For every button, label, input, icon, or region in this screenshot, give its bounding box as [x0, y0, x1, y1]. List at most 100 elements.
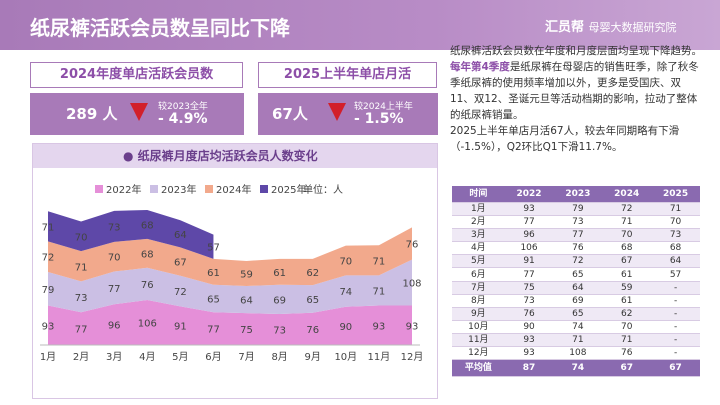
value-label: 93 — [406, 321, 419, 332]
kpi-value: 67人 — [272, 105, 308, 123]
value-label: 76 — [406, 240, 419, 251]
kpi-change-label: 较2023全年 — [158, 102, 208, 112]
cell: 67 — [651, 359, 700, 378]
cell: 73 — [504, 294, 554, 308]
table-row: 7月 75 64 59- — [452, 281, 700, 295]
table-row: 12月 93 108 76- — [452, 346, 700, 361]
cell: - — [651, 281, 700, 295]
logo-sub: 母婴大数据研究院 — [588, 21, 677, 34]
logo: 汇员帮 母婴大数据研究院 — [545, 16, 677, 35]
value-label: 91 — [174, 322, 187, 333]
legend-label: 2025年 — [271, 183, 306, 196]
paragraph: 2025上半年单店月活67人，较去年同期略有下滑（-1.5%），Q2环比Q1下滑… — [450, 125, 680, 153]
value-label: 67 — [174, 258, 187, 269]
value-label: 93 — [42, 321, 55, 332]
legend-label: 2024年 — [216, 183, 251, 196]
cell: 68 — [602, 241, 652, 256]
cell: 93 — [504, 346, 554, 361]
value-label: 75 — [240, 325, 253, 336]
value-label: 93 — [373, 321, 386, 332]
cell: 71 — [553, 333, 603, 348]
paragraph: 纸尿裤活跃会员数在年度和月度层面均呈现下降趋势。每年第4季度是纸尿裤在母婴店的销… — [450, 43, 702, 123]
kpi-label: 2025上半年单店月活 — [258, 62, 437, 88]
cell: 71 — [651, 202, 700, 217]
area — [48, 210, 214, 259]
x-tick-label: 3月 — [106, 351, 122, 363]
value-label: 72 — [174, 287, 187, 298]
legend-swatch — [150, 185, 158, 193]
value-label: 76 — [141, 280, 154, 291]
area — [48, 300, 412, 345]
table-row: 4月 106 76 68 68 — [452, 241, 700, 256]
x-tick-label: 10月 — [334, 351, 357, 363]
x-tick-label: 1月 — [40, 351, 56, 363]
value-label: 73 — [75, 293, 88, 304]
cell: 71 — [602, 333, 652, 348]
value-label: 71 — [75, 262, 88, 273]
cell: 65 — [553, 267, 603, 282]
value-label: 61 — [273, 268, 286, 279]
value-label: 65 — [306, 295, 319, 306]
x-tick-label: 8月 — [271, 351, 287, 363]
value-label: 108 — [402, 279, 421, 290]
cell: 79 — [553, 202, 603, 217]
table-header: 时间 2022 2023 2024 2025 — [452, 186, 700, 203]
kpi-change: - 1.5% — [354, 111, 404, 127]
cell: 91 — [504, 254, 554, 269]
table-row: 11月 93 71 71- — [452, 333, 700, 348]
cell: 6月 — [452, 267, 505, 282]
table-row: 2月 77 73 71 70 — [452, 215, 700, 230]
cell: 76 — [504, 307, 554, 321]
value-label: 77 — [207, 325, 220, 336]
kpi-change-label: 较2024上半年 — [354, 102, 413, 112]
value-label: 96 — [108, 321, 121, 332]
cell: 3月 — [452, 228, 505, 243]
cell: 65 — [553, 307, 603, 321]
value-label: 90 — [339, 322, 352, 333]
table-row: 8月 73 69 61- — [452, 294, 700, 308]
cell: 74 — [553, 320, 603, 334]
cell: 4月 — [452, 241, 505, 256]
cell: 93 — [504, 333, 554, 348]
cell: 108 — [553, 346, 603, 361]
value-label: 74 — [339, 287, 352, 298]
cell: 59 — [602, 281, 652, 295]
header-cell: 2022 — [504, 186, 554, 203]
cell: 77 — [553, 228, 603, 243]
cell: 77 — [504, 215, 554, 230]
value-label: 106 — [138, 319, 157, 330]
cell: 69 — [553, 294, 603, 308]
value-label: 59 — [240, 269, 253, 280]
x-tick-label: 5月 — [172, 351, 188, 363]
cell: 平均值 — [452, 359, 505, 378]
cell: 61 — [602, 294, 652, 308]
cell: 90 — [504, 320, 554, 334]
cell: 2月 — [452, 215, 505, 230]
header-cell: 2023 — [553, 186, 603, 203]
value-label: 64 — [240, 296, 253, 307]
cell: - — [651, 346, 700, 361]
title: 纸尿裤活跃会员数呈同比下降 — [30, 16, 290, 40]
cell: 68 — [651, 241, 700, 256]
table-row: 3月 96 77 70 73 — [452, 228, 700, 243]
cell: 76 — [602, 346, 652, 361]
cell: 70 — [651, 215, 700, 230]
legend-swatch — [205, 185, 213, 193]
cell: 10月 — [452, 320, 505, 334]
kpi-box: 289 人 较2023全年 - 4.9% — [30, 93, 244, 135]
cell: 71 — [602, 215, 652, 230]
header-cell: 时间 — [452, 186, 505, 203]
cell: - — [651, 320, 700, 334]
table-row: 10月 90 74 70- — [452, 320, 700, 334]
cell: - — [651, 294, 700, 308]
x-tick-label: 7月 — [238, 351, 254, 363]
cell: 73 — [651, 228, 700, 243]
down-arrow — [328, 103, 346, 121]
legend-label: 2023年 — [161, 183, 196, 196]
unit-label: 单位：人 — [303, 183, 343, 196]
cell: - — [651, 307, 700, 321]
area — [48, 259, 412, 315]
x-tick-label: 2月 — [73, 351, 89, 363]
value-label: 64 — [174, 230, 187, 241]
